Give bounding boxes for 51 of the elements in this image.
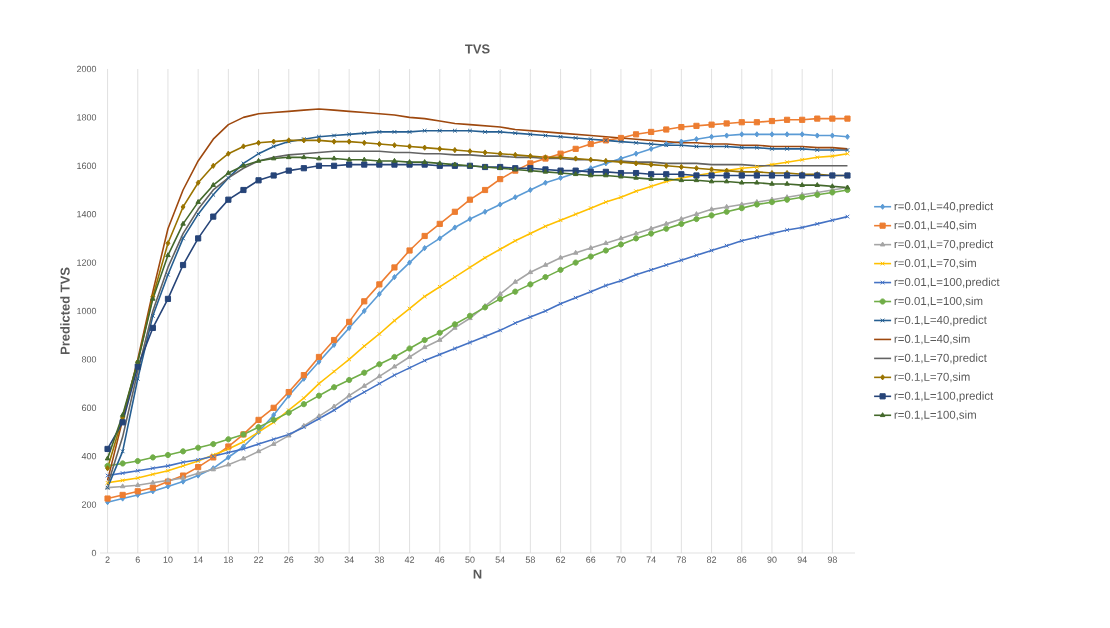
y-tick-label: 0	[91, 549, 97, 557]
x-tick-label: 2	[105, 556, 110, 563]
x-tick-label: 22	[254, 556, 264, 563]
x-tick-label: 98	[827, 556, 837, 563]
legend-label: r=0.1,L=70,predict	[894, 353, 987, 365]
x-axis-title: N	[473, 569, 482, 579]
y-axis-title: Predicted TVS	[60, 267, 70, 355]
x-tick-label: 62	[556, 556, 566, 563]
x-tick-label: 86	[737, 556, 747, 563]
x-tick-label: 82	[706, 556, 717, 563]
x-tick-label: 94	[797, 556, 807, 563]
x-tick-label: 18	[224, 556, 233, 563]
legend-label: r=0.1,L=100,sim	[894, 410, 976, 421]
y-tick-label: 1800	[77, 114, 97, 121]
x-tick-label: 34	[344, 556, 354, 563]
legend-label: r=0.01,L=40,predict	[894, 201, 994, 213]
x-tick-label: 66	[586, 556, 596, 563]
y-tick-label: 200	[81, 501, 97, 508]
legend-label: r=0.1,L=40,sim	[894, 334, 970, 345]
x-tick-label: 6	[135, 556, 140, 563]
x-tick-label: 54	[495, 556, 505, 563]
y-tick-label: 2000	[76, 65, 97, 73]
y-tick-label: 1000	[77, 307, 97, 315]
y-tick-label: 400	[81, 453, 97, 460]
legend-label: r=0.01,L=70,sim	[894, 258, 976, 269]
x-tick-label: 50	[465, 556, 475, 563]
x-tick-label: 46	[434, 556, 445, 563]
y-tick-label: 1400	[77, 211, 97, 218]
legend-label: r=0.01,L=40,sim	[894, 220, 976, 231]
y-tick-label: 1600	[77, 162, 97, 169]
x-tick-label: 42	[404, 556, 415, 563]
x-tick-label: 70	[616, 556, 626, 563]
chart-title: TVS	[465, 44, 490, 54]
legend-label: r=0.1,L=70,sim	[894, 372, 970, 383]
x-tick-label: 58	[525, 556, 535, 563]
legend-label: r=0.1,L=40,predict	[894, 315, 987, 327]
x-tick-label: 10	[163, 556, 173, 563]
x-tick-label: 38	[374, 556, 384, 563]
x-tick-label: 30	[314, 556, 324, 563]
y-tick-label: 1200	[77, 259, 97, 266]
x-tick-label: 26	[284, 556, 294, 563]
x-tick-label: 78	[676, 556, 686, 563]
x-tick-label: 90	[767, 556, 777, 563]
legend-label: r=0.01,L=100,predict	[894, 277, 1000, 289]
x-tick-label: 74	[646, 556, 656, 563]
y-tick-label: 800	[81, 356, 97, 363]
x-tick-label: 14	[193, 556, 203, 563]
y-tick-label: 600	[81, 404, 97, 411]
legend-label: r=0.01,L=100,sim	[894, 296, 983, 307]
legend-label: r=0.01,L=70,predict	[894, 239, 994, 251]
legend-label: r=0.1,L=100,predict	[894, 391, 994, 403]
